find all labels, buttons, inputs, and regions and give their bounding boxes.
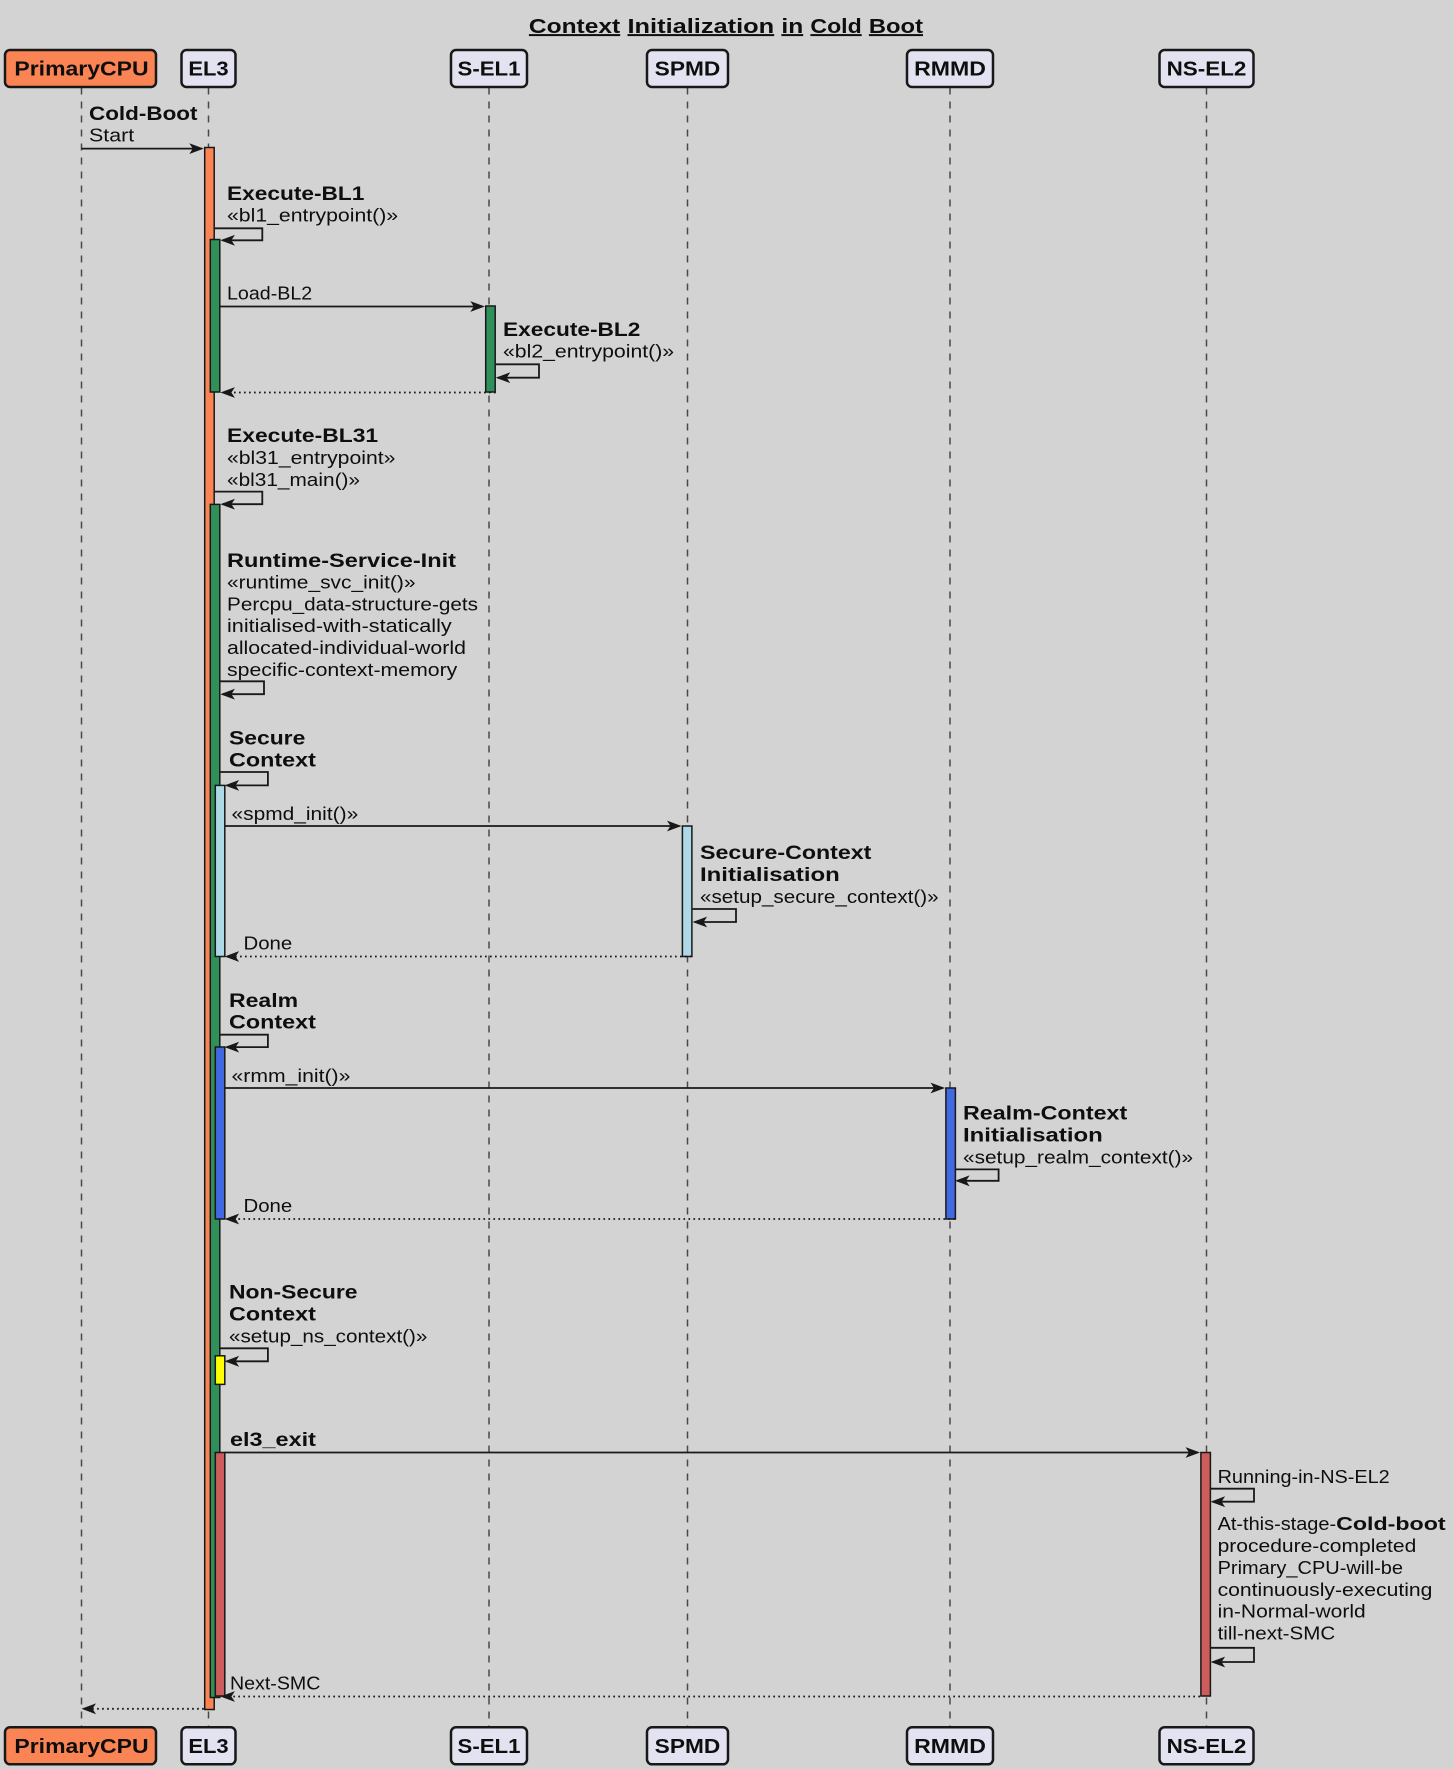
svg-text:S-EL1: S-EL1 bbox=[458, 58, 521, 80]
svg-text:At-this-stage-Cold-boot: At-this-stage-Cold-boot bbox=[1218, 1513, 1446, 1534]
svg-text:«setup_ns_context()»: «setup_ns_context()» bbox=[229, 1325, 427, 1347]
svg-text:Context: Context bbox=[529, 16, 621, 38]
svg-text:Realm: Realm bbox=[229, 990, 298, 1012]
svg-text:continuously-executing: continuously-executing bbox=[1218, 1579, 1433, 1600]
svg-text:till-next-SMC: till-next-SMC bbox=[1218, 1623, 1336, 1644]
svg-text:PrimaryCPU: PrimaryCPU bbox=[14, 58, 148, 80]
svg-text:Cold-Boot: Cold-Boot bbox=[89, 103, 198, 125]
svg-text:Start: Start bbox=[89, 125, 134, 146]
svg-text:Initialisation: Initialisation bbox=[700, 864, 840, 886]
svg-text:Boot: Boot bbox=[869, 16, 923, 38]
svg-text:specific-context-memory: specific-context-memory bbox=[227, 659, 458, 680]
svg-text:Cold: Cold bbox=[810, 16, 861, 38]
svg-text:«spmd_init()»: «spmd_init()» bbox=[232, 803, 359, 825]
svg-text:Execute-BL1: Execute-BL1 bbox=[227, 183, 365, 205]
svg-text:«bl31_main()»: «bl31_main()» bbox=[227, 469, 360, 491]
svg-text:S-EL1: S-EL1 bbox=[458, 1736, 521, 1758]
svg-text:Running-in-NS-EL2: Running-in-NS-EL2 bbox=[1218, 1466, 1390, 1487]
svg-text:Secure-Context: Secure-Context bbox=[700, 842, 872, 864]
svg-text:Percpu_data-structure-gets: Percpu_data-structure-gets bbox=[227, 593, 478, 615]
svg-text:«bl1_entrypoint()»: «bl1_entrypoint()» bbox=[227, 205, 398, 227]
svg-text:PrimaryCPU: PrimaryCPU bbox=[14, 1736, 148, 1758]
svg-text:Realm-Context: Realm-Context bbox=[963, 1103, 1128, 1125]
svg-text:Load-BL2: Load-BL2 bbox=[227, 283, 312, 304]
svg-text:Non-Secure: Non-Secure bbox=[229, 1282, 358, 1304]
svg-text:Context: Context bbox=[229, 749, 316, 771]
svg-text:procedure-completed: procedure-completed bbox=[1218, 1535, 1417, 1556]
svg-text:NS-EL2: NS-EL2 bbox=[1167, 1736, 1247, 1758]
svg-text:initialised-with-statically: initialised-with-statically bbox=[227, 615, 453, 636]
svg-text:«setup_secure_context()»: «setup_secure_context()» bbox=[700, 886, 939, 908]
svg-text:Done: Done bbox=[244, 1195, 293, 1216]
svg-text:«rmm_init()»: «rmm_init()» bbox=[232, 1065, 351, 1087]
svg-text:Context: Context bbox=[229, 1012, 316, 1034]
svg-text:RMMD: RMMD bbox=[914, 58, 986, 80]
svg-text:el3_exit: el3_exit bbox=[230, 1429, 316, 1451]
svg-text:SPMD: SPMD bbox=[655, 1736, 721, 1758]
svg-text:«bl31_entrypoint»: «bl31_entrypoint» bbox=[227, 447, 395, 469]
svg-text:SPMD: SPMD bbox=[655, 58, 721, 80]
svg-text:Context: Context bbox=[229, 1303, 316, 1325]
svg-text:Execute-BL2: Execute-BL2 bbox=[503, 319, 641, 341]
svg-text:Secure: Secure bbox=[229, 728, 305, 750]
svg-text:NS-EL2: NS-EL2 bbox=[1167, 58, 1247, 80]
svg-text:in-Normal-world: in-Normal-world bbox=[1218, 1601, 1366, 1622]
svg-text:EL3: EL3 bbox=[188, 58, 228, 80]
svg-text:allocated-individual-world: allocated-individual-world bbox=[227, 637, 466, 658]
svg-text:Next-SMC: Next-SMC bbox=[230, 1673, 320, 1694]
svg-text:«runtime_svc_init()»: «runtime_svc_init()» bbox=[227, 572, 416, 594]
svg-text:EL3: EL3 bbox=[188, 1736, 228, 1758]
svg-text:in: in bbox=[781, 16, 803, 38]
svg-text:Primary_CPU-will-be: Primary_CPU-will-be bbox=[1218, 1557, 1403, 1579]
svg-text:Initialisation: Initialisation bbox=[963, 1125, 1103, 1147]
svg-text:Initialization: Initialization bbox=[628, 16, 775, 38]
svg-text:Runtime-Service-Init: Runtime-Service-Init bbox=[227, 550, 457, 572]
svg-text:Execute-BL31: Execute-BL31 bbox=[227, 425, 378, 447]
svg-text:«setup_realm_context()»: «setup_realm_context()» bbox=[963, 1146, 1193, 1168]
svg-text:«bl2_entrypoint()»: «bl2_entrypoint()» bbox=[503, 341, 674, 363]
svg-text:Done: Done bbox=[244, 933, 293, 954]
svg-text:RMMD: RMMD bbox=[914, 1736, 986, 1758]
